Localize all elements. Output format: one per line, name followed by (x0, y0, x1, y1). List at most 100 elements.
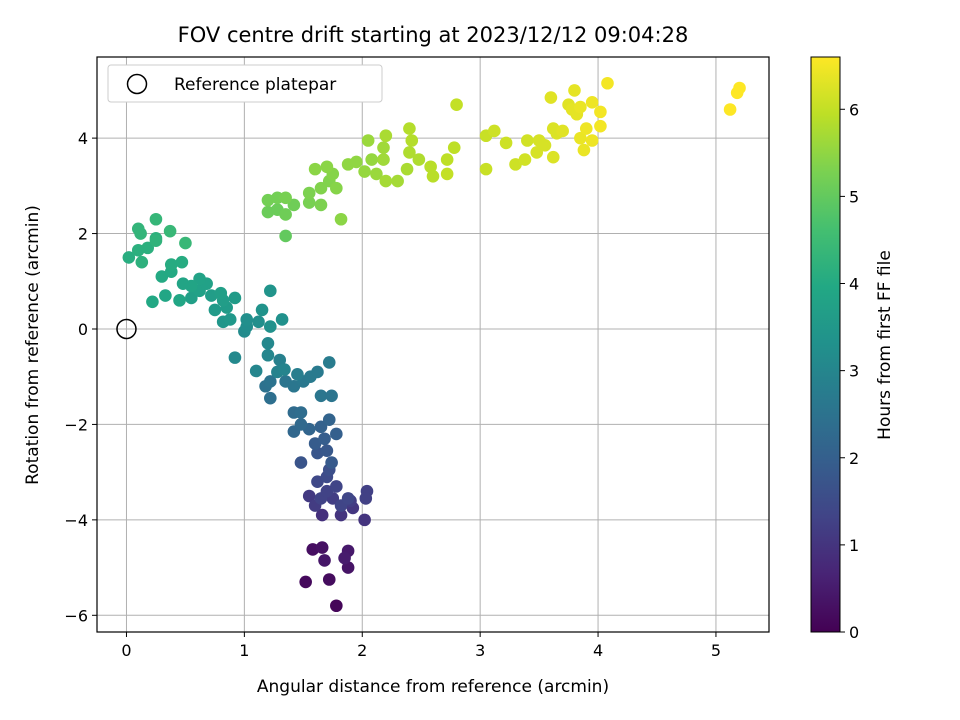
data-point (149, 234, 163, 248)
y-tick-label: 2 (78, 225, 88, 244)
data-point (208, 303, 222, 317)
data-point (334, 508, 348, 522)
x-tick-label: 0 (121, 641, 131, 660)
data-point (314, 181, 328, 195)
data-point (311, 475, 324, 488)
data-point (325, 389, 338, 403)
data-point (264, 391, 277, 405)
data-point (322, 573, 336, 586)
data-point (314, 420, 328, 434)
data-point (261, 337, 275, 350)
data-point (334, 212, 348, 226)
x-tick-label: 4 (593, 641, 603, 660)
plot-background (97, 57, 769, 632)
data-point (403, 146, 416, 159)
data-point (302, 489, 316, 503)
colorbar-tick-label: 4 (849, 275, 859, 294)
data-point (255, 303, 269, 317)
data-point (379, 174, 393, 188)
data-point (338, 551, 351, 565)
colorbar-tick-label: 1 (849, 536, 859, 555)
data-point (264, 375, 277, 388)
data-point (173, 294, 186, 307)
data-point (361, 134, 375, 147)
legend-box (107, 64, 383, 103)
x-axis: 0 1 2 3 4 5 (121, 632, 721, 660)
data-point (400, 162, 414, 176)
data-point (306, 543, 320, 556)
x-tick-label: 2 (357, 641, 367, 660)
data-point (330, 599, 343, 613)
plot-frame (96, 56, 770, 633)
x-tick-label: 1 (239, 641, 249, 660)
data-point (228, 351, 242, 364)
data-point (518, 153, 532, 166)
data-point (249, 364, 263, 378)
data-point (176, 277, 190, 290)
data-point (311, 365, 324, 379)
plot-area (96, 56, 770, 633)
data-point (325, 456, 338, 469)
data-point (223, 313, 237, 326)
data-point (377, 153, 390, 166)
data-point (521, 134, 534, 147)
data-point (318, 432, 331, 446)
data-point (574, 100, 587, 114)
data-point (302, 196, 316, 209)
data-point (122, 251, 136, 264)
y-axis: −6 −4 −2 0 2 4 (64, 129, 97, 625)
data-point (240, 313, 254, 326)
data-point (261, 193, 275, 207)
data-point (214, 286, 228, 300)
data-point (594, 119, 607, 133)
data-point (279, 208, 292, 221)
data-point (264, 284, 277, 298)
data-point (426, 169, 440, 183)
data-point (294, 406, 308, 419)
data-point (159, 289, 172, 302)
colorbar-gradient (810, 56, 841, 633)
data-point (141, 241, 154, 255)
grid (97, 57, 769, 632)
data-point (733, 81, 746, 95)
data-point (405, 134, 419, 147)
data-point (365, 153, 378, 166)
data-point (370, 167, 383, 181)
data-point (315, 541, 329, 554)
data-point (330, 181, 343, 195)
data-point (134, 227, 147, 240)
data-point (308, 437, 322, 450)
data-point (193, 272, 206, 286)
data-point (287, 198, 301, 212)
data-point (377, 141, 390, 154)
data-point (294, 456, 308, 469)
data-point (350, 155, 363, 169)
data-point (252, 315, 265, 329)
data-point (546, 150, 560, 164)
legend-label: Reference platepar (174, 75, 336, 95)
data-point (279, 229, 292, 243)
colorbar-label: Hours from first FF file (875, 250, 895, 440)
data-point (315, 508, 329, 522)
data-point (320, 160, 334, 174)
data-point (164, 258, 178, 271)
x-tick-label: 5 (711, 641, 721, 660)
data-point (723, 103, 737, 116)
data-point (131, 243, 145, 257)
colorbar-ticks: 0 1 2 3 4 5 6 (840, 100, 859, 642)
data-point (330, 480, 343, 493)
data-point (322, 413, 336, 426)
data-point (264, 320, 277, 333)
data-point (450, 98, 463, 112)
data-point (185, 291, 198, 305)
data-point (585, 96, 599, 109)
data-point (488, 124, 501, 138)
data-point (341, 561, 355, 574)
data-point (205, 289, 218, 302)
data-point (135, 255, 149, 269)
chart-title: FOV centre drift starting at 2023/12/12 … (178, 23, 689, 47)
y-tick-label: −6 (64, 606, 88, 625)
data-point (479, 162, 493, 176)
x-tick-label: 3 (475, 641, 485, 660)
data-point (568, 84, 581, 97)
